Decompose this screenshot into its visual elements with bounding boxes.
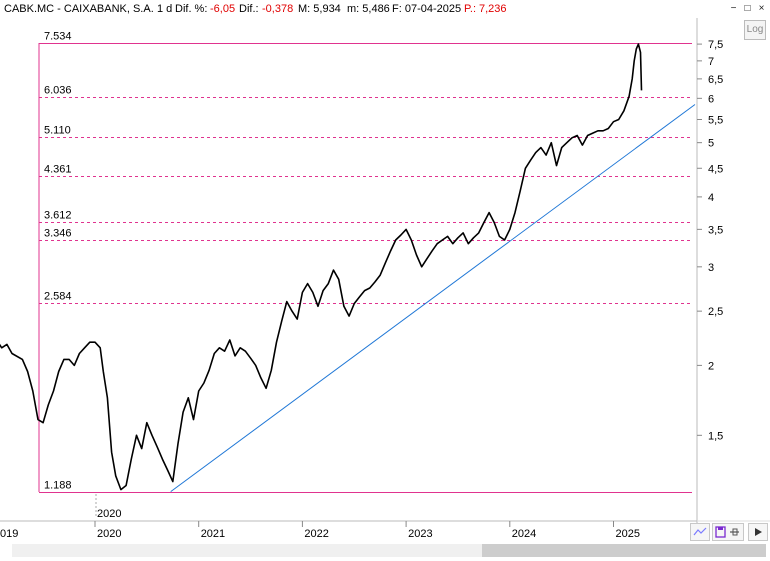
date-label: F: 07-04-2025 [392,3,462,15]
level-label-3: 4.361 [44,164,72,176]
level-label-2: 5.110 [44,125,71,137]
level-label-0: 7.534 [44,31,72,43]
period-label: 1 d [157,3,173,15]
log-scale-button[interactable]: Log [744,20,766,40]
x-tick-label-4: 2023 [408,528,432,540]
y-tick-label-4: 5,5 [708,114,723,126]
minimize-button[interactable]: − [730,3,737,14]
y-tick-label-12: 1,5 [708,430,723,442]
x-tick-label-0: 019 [0,528,18,540]
level-label-7: 1.188 [44,480,72,492]
chart-type-icon[interactable] [690,523,710,541]
x-tick-label-1: 2020 [97,528,121,540]
x-tick-label-2: 2021 [201,528,225,540]
y-tick-label-11: 2 [708,360,714,372]
price-value: 7,236 [479,3,507,15]
dif-pct-value: -6,05 [210,3,236,15]
scrollbar-thumb[interactable] [482,544,766,557]
price-series-line [0,43,643,491]
level-label-5: 3.346 [44,228,72,240]
price-label: P.: [464,3,477,15]
level-label-6: 2.584 [44,291,72,303]
y-tick-label-3: 6 [708,93,714,105]
y-tick-label-9: 3 [708,262,714,274]
level-label-4: 3.612 [44,210,72,222]
level-label-1: 6.036 [44,85,72,97]
max-label: M: 5,934 [298,3,341,15]
x-annotation-label: 2020 [97,508,121,520]
maximize-button[interactable]: □ [744,3,751,14]
dif-value: -0,378 [262,3,294,15]
chart-header: CABK.MC - CAIXABANK, S.A. - 1 d Dif. %: … [0,0,770,18]
min-label: m: 5,486 [347,3,390,15]
save-pin-icon[interactable] [712,523,744,541]
y-tick-label-10: 2,5 [708,306,723,318]
ticker-label: CABK.MC - CAIXABANK, S.A. [4,3,154,15]
play-icon[interactable] [748,523,768,541]
y-tick-label-2: 6,5 [708,74,723,86]
close-button[interactable]: × [758,3,765,14]
dif-pct-label: Dif. %: [175,3,208,15]
x-tick-label-5: 2024 [512,528,536,540]
y-tick-label-6: 4,5 [708,163,723,175]
separator: - [146,3,150,15]
price-chart[interactable]: 7.534 6.036 5.110 4.361 3.612 3.346 2.584 1.188… [0,18,770,541]
y-tick-label-7: 4 [708,192,714,204]
y-tick-label-8: 3,5 [708,224,723,236]
y-tick-label-1: 7 [708,56,714,68]
y-tick-label-5: 5 [708,138,714,150]
x-tick-label-6: 2025 [616,528,640,540]
x-tick-label-3: 2022 [304,528,328,540]
trendline[interactable] [170,104,696,493]
y-tick-label-0: 7,5 [708,39,723,51]
dif-label: Dif.: [239,3,259,15]
